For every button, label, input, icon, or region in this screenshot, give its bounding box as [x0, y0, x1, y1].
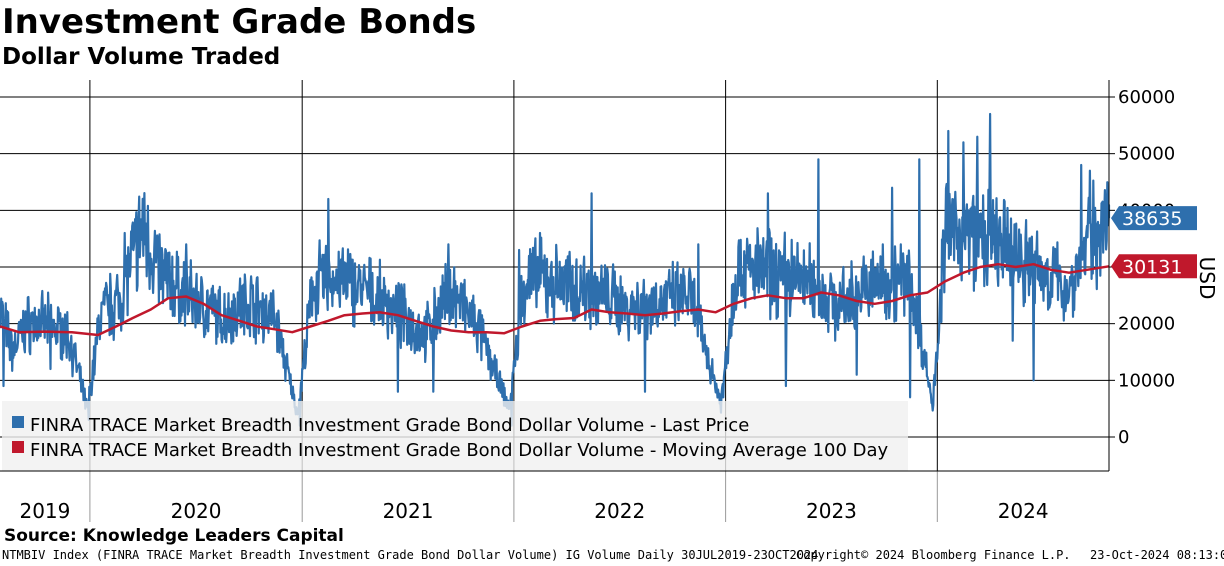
moving-average-tag: 30131	[1122, 256, 1182, 278]
source-note: Source: Knowledge Leaders Capital	[4, 526, 344, 546]
x-year-label: 2019	[19, 499, 70, 523]
y-tick-label: 50000	[1118, 144, 1175, 165]
chart-legend: FINRA TRACE Market Breadth Investment Gr…	[2, 401, 908, 471]
y-tick-label: 10000	[1118, 370, 1175, 391]
series-line-moving-average	[0, 262, 1110, 337]
y-axis-label: USD	[1195, 257, 1219, 300]
y-tick-label: 20000	[1118, 314, 1175, 335]
series-line-last-price	[0, 112, 1111, 427]
legend-label-moving-average: FINRA TRACE Market Breadth Investment Gr…	[30, 440, 889, 461]
footer-timestamp: 23-Oct-2024 08:13:04	[1090, 548, 1224, 562]
footer-ticker: NTMBIV Index (FINRA TRACE Market Breadth…	[2, 548, 819, 562]
legend-swatch-last-price	[12, 416, 24, 428]
x-year-label: 2022	[594, 499, 645, 523]
y-tick-label: 60000	[1118, 87, 1175, 108]
x-year-label: 2024	[998, 499, 1049, 523]
legend-swatch-moving-average	[12, 441, 24, 453]
y-tick-label: 0	[1118, 427, 1129, 448]
last-price-tag-bg	[1111, 206, 1197, 231]
footer-copyright: Copyright© 2024 Bloomberg Finance L.P.	[796, 548, 1071, 562]
legend-label-last-price: FINRA TRACE Market Breadth Investment Gr…	[30, 415, 749, 436]
moving-average-tag-bg	[1111, 254, 1197, 279]
chart-subtitle: Dollar Volume Traded	[2, 44, 281, 70]
chart-title: Investment Grade Bonds	[2, 2, 477, 42]
legend-background	[2, 401, 908, 471]
last-price-tag: 38635	[1122, 208, 1182, 230]
x-year-label: 2023	[806, 499, 857, 523]
x-year-label: 2020	[171, 499, 222, 523]
x-year-label: 2021	[383, 499, 434, 523]
